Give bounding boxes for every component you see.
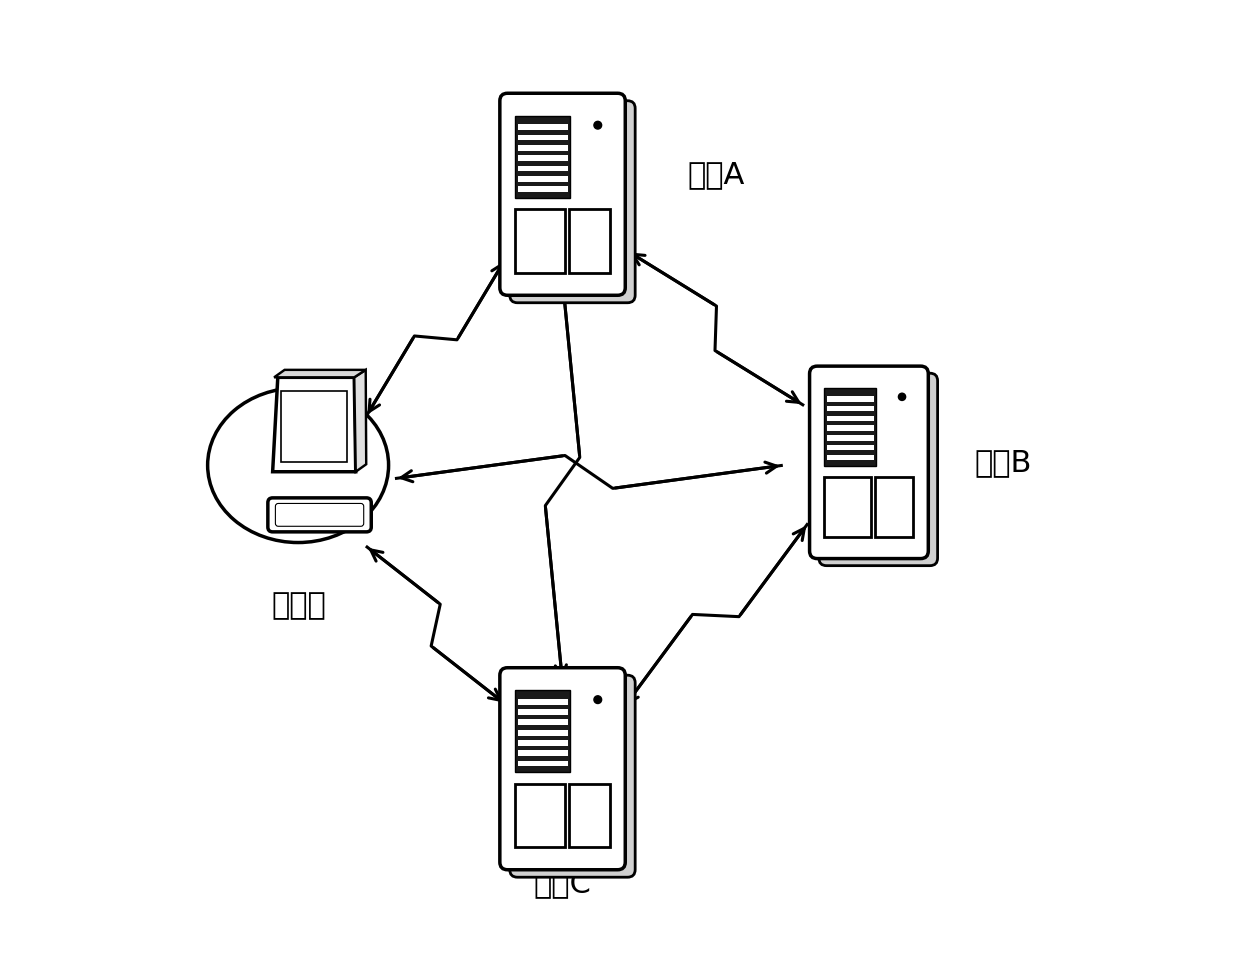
Bar: [518, 719, 568, 725]
FancyBboxPatch shape: [818, 374, 937, 565]
Text: 节点C: 节点C: [533, 870, 591, 898]
Bar: [827, 445, 874, 451]
FancyBboxPatch shape: [510, 675, 635, 877]
Bar: [827, 455, 874, 460]
Bar: [875, 477, 914, 536]
Bar: [518, 124, 568, 130]
FancyBboxPatch shape: [810, 366, 929, 559]
Bar: [515, 116, 570, 198]
Text: 节点A: 节点A: [687, 161, 744, 190]
Bar: [518, 761, 568, 767]
Bar: [827, 426, 874, 430]
Bar: [825, 388, 877, 466]
Bar: [515, 209, 565, 273]
Bar: [515, 690, 570, 772]
Text: 节点B: 节点B: [975, 448, 1032, 477]
Bar: [515, 784, 565, 847]
Bar: [518, 145, 568, 151]
Circle shape: [594, 121, 601, 129]
Bar: [827, 396, 874, 402]
Bar: [518, 155, 568, 161]
FancyBboxPatch shape: [510, 101, 635, 302]
Polygon shape: [355, 370, 366, 472]
Bar: [518, 176, 568, 182]
Bar: [569, 784, 610, 847]
FancyBboxPatch shape: [268, 498, 371, 532]
Bar: [518, 709, 568, 715]
Text: 客户端: 客户端: [272, 591, 326, 620]
Polygon shape: [273, 377, 356, 472]
FancyBboxPatch shape: [500, 667, 625, 870]
Bar: [518, 166, 568, 171]
Bar: [518, 186, 568, 192]
Bar: [569, 209, 610, 273]
Bar: [518, 730, 568, 736]
Circle shape: [899, 393, 905, 401]
Bar: [825, 477, 872, 536]
Circle shape: [594, 696, 601, 704]
FancyBboxPatch shape: [275, 504, 363, 527]
Bar: [518, 135, 568, 141]
Bar: [281, 392, 347, 462]
Bar: [827, 435, 874, 440]
Bar: [518, 699, 568, 705]
Bar: [518, 740, 568, 745]
FancyBboxPatch shape: [500, 93, 625, 296]
Bar: [518, 750, 568, 756]
Polygon shape: [274, 370, 366, 377]
Ellipse shape: [207, 388, 388, 542]
Bar: [827, 416, 874, 421]
Bar: [827, 405, 874, 411]
